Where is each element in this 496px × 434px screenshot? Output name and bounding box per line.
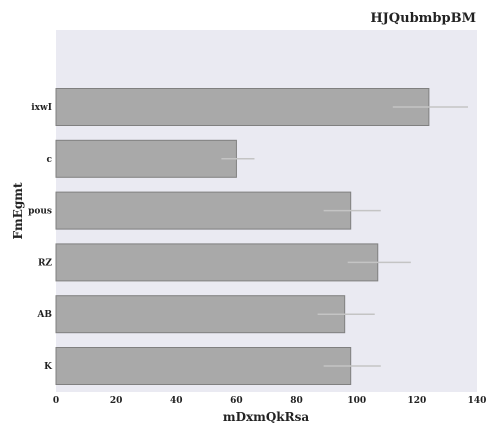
x-axis-title: mDxmQkRsa: [223, 410, 309, 424]
x-tick-label-0: 0: [53, 396, 59, 406]
x-tick-label-140: 140: [468, 396, 487, 406]
y-tick-label-AB: AB: [36, 310, 52, 320]
x-tick-label-120: 120: [407, 396, 426, 406]
x-tick-label-100: 100: [347, 396, 366, 406]
bars-group: [55, 88, 430, 385]
x-tick-label-60: 60: [230, 396, 243, 406]
y-tick-label-pous: pous: [28, 207, 52, 217]
bar-ixwI: [55, 88, 430, 126]
chart-title: HJQubmbpBM: [370, 11, 476, 26]
error-bars-group: [221, 106, 468, 367]
x-axis-ticks: 0 20 40 60 80 100 120 140: [53, 396, 487, 406]
bar-pous: [55, 191, 352, 230]
x-tick-label-80: 80: [290, 396, 303, 406]
x-tick-label-40: 40: [170, 396, 183, 406]
y-tick-label-ixwI: ixwI: [31, 103, 52, 113]
y-tick-label-K: K: [44, 362, 53, 372]
bar-c: [55, 139, 237, 178]
y-tick-label-RZ: RZ: [38, 258, 52, 268]
x-tick-label-20: 20: [110, 396, 123, 406]
bar-RZ: [55, 243, 379, 282]
y-tick-label-c: c: [47, 155, 53, 165]
y-axis-ticks: ixwI c pous RZ AB K: [28, 103, 53, 372]
bar-AB: [55, 295, 346, 334]
bar-K: [55, 347, 352, 385]
y-axis-title: FmEgmt: [11, 182, 25, 239]
